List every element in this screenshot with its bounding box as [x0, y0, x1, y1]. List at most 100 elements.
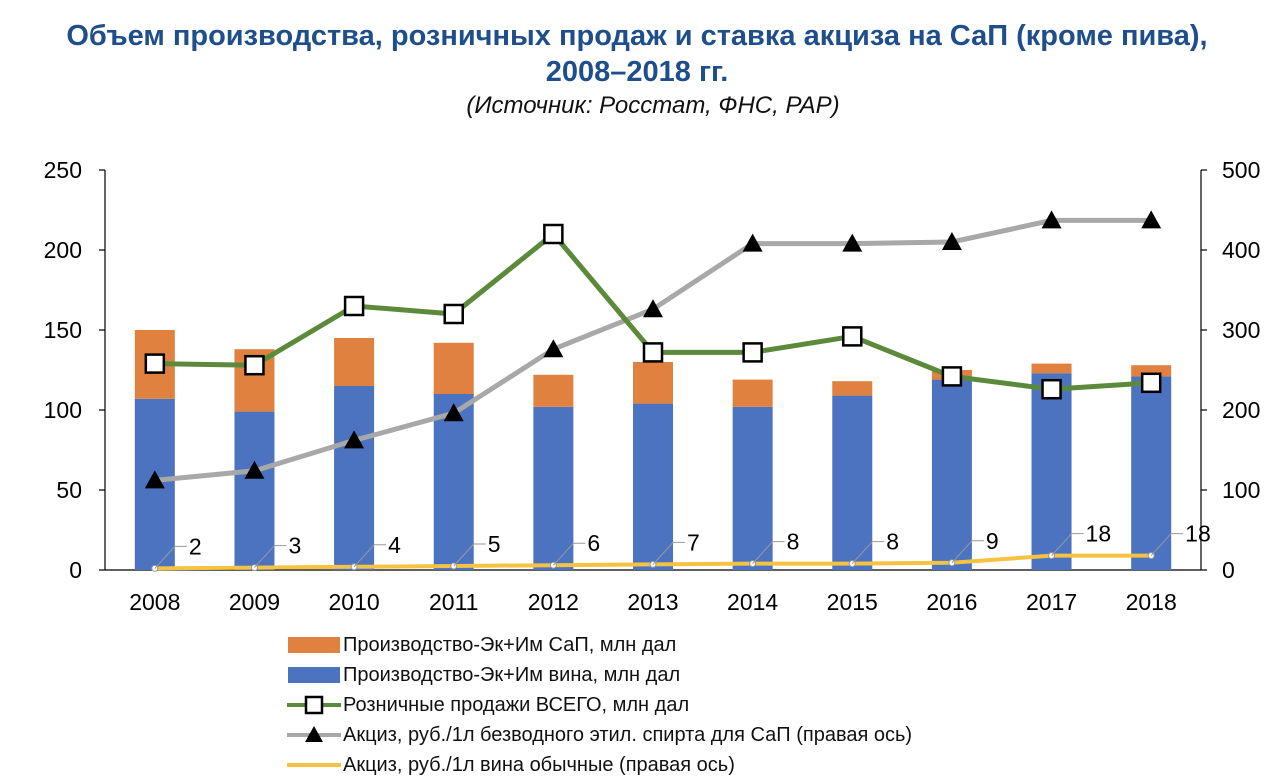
point-retail-sales [742, 342, 763, 363]
data-label-leader [353, 544, 387, 568]
legend-item-excise-spirit: Акциз, руб./1л безводного этил. спирта д… [285, 720, 912, 750]
bar-wine [633, 403, 673, 570]
data-label-leader [851, 541, 885, 564]
point-retail-sales [1140, 372, 1162, 394]
left-axis-tick-label: 250 [44, 157, 82, 183]
x-axis-tick-label: 2008 [129, 589, 180, 615]
point-retail-sales [244, 354, 265, 376]
data-label-leader [951, 540, 984, 564]
legend-label: Розничные продажи ВСЕГО, млн дал [343, 693, 690, 716]
data-label-leader [752, 541, 785, 564]
bar-wine [234, 411, 275, 570]
right-axis-tick-label: 500 [1222, 157, 1260, 183]
data-label: 6 [587, 530, 600, 556]
point-retail-sales [842, 326, 863, 347]
data-label-leader [254, 545, 287, 568]
point-retail-sales [144, 353, 166, 374]
point-excise-spirit [244, 460, 265, 479]
left-axis-tick-label: 50 [56, 477, 82, 503]
bar-wine [433, 394, 474, 570]
x-axis-tick-label: 2015 [827, 589, 878, 615]
point-retail-sales [343, 295, 365, 317]
data-label: 18 [1086, 521, 1112, 547]
point-excise-spirit [842, 233, 863, 252]
point-retail-sales [543, 223, 564, 245]
data-label-leader [154, 545, 187, 569]
left-axis-tick-label: 200 [44, 237, 82, 263]
right-axis-tick-label: 0 [1222, 557, 1235, 583]
legend-swatch-retail [285, 693, 343, 717]
bar-spirits [433, 342, 474, 394]
left-axis-tick-label: 150 [44, 317, 82, 343]
point-excise-spirit [144, 470, 165, 489]
bar-wine [334, 386, 375, 570]
data-label-leader [1150, 533, 1184, 556]
point-excise-spirit [344, 430, 365, 449]
right-axis-tick-label: 300 [1222, 317, 1260, 343]
legend-label: Производство-Эк+Им СаП, млн дал [343, 633, 677, 656]
legend-label: Производство-Эк+Им вина, млн дал [343, 663, 681, 686]
bar-spirits [832, 381, 873, 396]
data-label-leader [552, 542, 586, 566]
x-axis-tick-label: 2016 [926, 589, 977, 615]
bar-spirits [1031, 363, 1072, 374]
point-excise-spirit [742, 233, 763, 252]
x-axis-tick-label: 2012 [528, 589, 579, 615]
legend-item-wine: Производство-Эк+Им вина, млн дал [285, 660, 912, 690]
x-axis-tick-label: 2011 [429, 589, 478, 615]
right-axis-tick-label: 400 [1222, 237, 1260, 263]
data-label-leader [453, 543, 486, 567]
legend-item-spirits: Производство-Эк+Им СаП, млн дал [285, 630, 912, 660]
point-excise-spirit [1041, 210, 1062, 229]
legend: Производство-Эк+Им СаП, млн дал Производ… [285, 630, 912, 780]
legend-item-excise-wine: Акциз, руб./1л вина обычные (правая ось) [285, 750, 912, 780]
x-axis-tick-label: 2013 [627, 589, 678, 615]
legend-swatch-excise-wine [285, 753, 343, 777]
point-retail-sales [941, 366, 963, 387]
data-label-leader [1051, 533, 1084, 556]
x-axis-tick-label: 2010 [329, 589, 380, 615]
bar-wine [732, 406, 773, 570]
data-label: 7 [687, 529, 700, 555]
right-axis-tick-label: 100 [1222, 477, 1260, 503]
bar-spirits [1131, 365, 1172, 377]
bar-spirits [533, 374, 574, 407]
legend-label: Акциз, руб./1л безводного этил. спирта д… [343, 723, 913, 746]
point-excise-spirit [941, 232, 962, 250]
bars [134, 330, 1172, 570]
data-label: 5 [488, 531, 501, 557]
x-axis-tick-label: 2017 [1026, 589, 1077, 615]
point-retail-sales [443, 303, 464, 325]
data-label-leader [652, 541, 685, 565]
chart-subtitle: (Источник: Росстат, ФНС, РАР) [466, 92, 840, 119]
lines [144, 210, 1162, 572]
bar-wine [832, 395, 873, 570]
point-excise-spirit [443, 403, 464, 422]
data-label: 2 [189, 533, 202, 559]
bar-spirits [633, 362, 673, 404]
bar-spirits [732, 379, 773, 407]
legend-swatch-excise-spirit [285, 723, 343, 747]
legend-swatch-wine [285, 663, 343, 687]
chart-title: Объем производства, розничных продаж и с… [66, 20, 1208, 88]
point-excise-spirit [1141, 210, 1162, 229]
data-label: 8 [787, 529, 800, 555]
bar-wine [1131, 376, 1172, 570]
x-axis-tick-label: 2018 [1126, 589, 1177, 615]
axes: 0 50 100 150 200 250 0 100 200 300 400 500 2008 2009 2… [44, 157, 1261, 615]
left-axis-tick-label: 0 [69, 557, 82, 583]
bar-spirits [334, 338, 375, 386]
bar-wine [533, 406, 574, 570]
data-label: 18 [1185, 521, 1211, 547]
point-retail-sales [1041, 378, 1062, 400]
bar-wine [931, 379, 972, 570]
right-axis-tick-label: 200 [1222, 397, 1260, 423]
bar-wine [1031, 373, 1072, 570]
data-label: 3 [288, 533, 301, 559]
legend-label: Акциз, руб./1л вина обычные (правая ось) [343, 753, 735, 776]
point-excise-spirit [643, 299, 663, 318]
legend-item-retail: Розничные продажи ВСЕГО, млн дал [285, 690, 912, 720]
data-label: 9 [986, 528, 999, 554]
legend-swatch-spirits [285, 633, 343, 657]
